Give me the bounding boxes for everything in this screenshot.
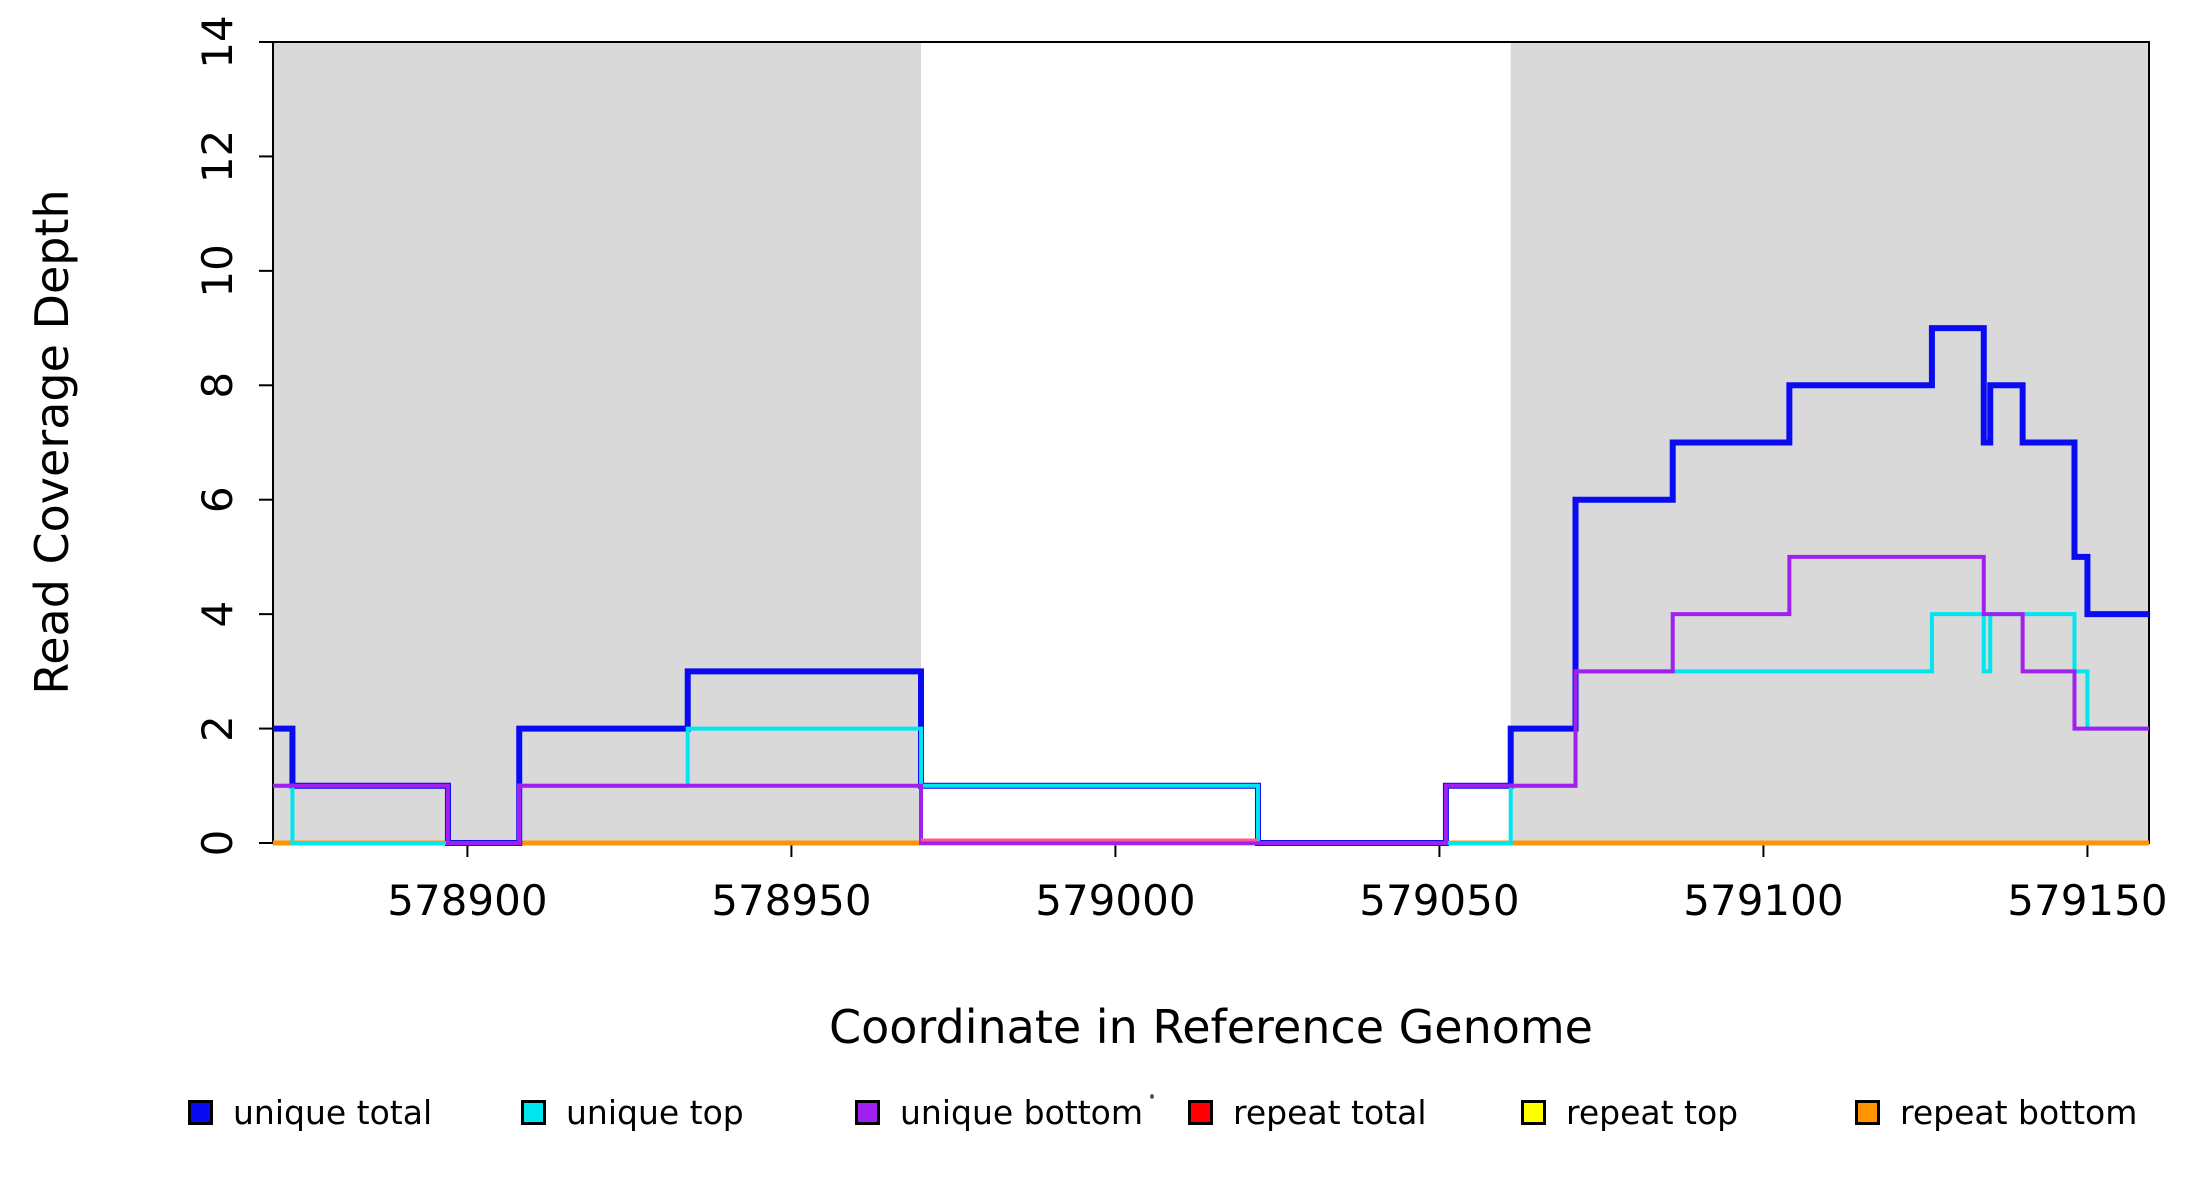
legend-swatch-unique-total bbox=[188, 1099, 213, 1125]
repeat-region-left bbox=[273, 42, 922, 843]
legend-artifact-dot bbox=[1150, 1094, 1154, 1099]
legend-swatch-repeat-top bbox=[1521, 1099, 1546, 1125]
legend-item-repeat-bottom: repeat bottom bbox=[1855, 1092, 2137, 1132]
legend-label: unique top bbox=[566, 1092, 744, 1132]
series-unique-total bbox=[273, 325, 2149, 846]
y-axis-title: Read Coverage Depth bbox=[25, 189, 79, 695]
y-tick-label: 14 bbox=[193, 15, 242, 68]
legend-label: repeat total bbox=[1233, 1092, 1427, 1132]
x-axis-title: Coordinate in Reference Genome bbox=[829, 1000, 1593, 1054]
y-tick-label: 8 bbox=[193, 372, 242, 399]
y-tick-label: 6 bbox=[193, 486, 242, 513]
legend-item-unique-top: unique top bbox=[521, 1092, 744, 1132]
y-tick-label: 2 bbox=[193, 715, 242, 742]
x-tick-label: 578900 bbox=[387, 876, 547, 925]
y-tick-label: 10 bbox=[193, 244, 242, 297]
legend-label: repeat bottom bbox=[1900, 1092, 2138, 1132]
legend-item-unique-bottom: unique bottom bbox=[855, 1092, 1143, 1132]
x-tick-label: 579150 bbox=[2007, 876, 2167, 925]
series-unique-bottom bbox=[273, 554, 2149, 845]
y-tick-label: 12 bbox=[193, 130, 242, 183]
legend-label: repeat top bbox=[1566, 1092, 1739, 1132]
legend-swatch-unique-bottom bbox=[855, 1099, 880, 1125]
legend: unique total unique top unique bottom repea… bbox=[0, 1092, 2200, 1136]
y-tick-label: 4 bbox=[193, 601, 242, 628]
legend-label: unique total bbox=[233, 1092, 433, 1132]
x-tick-label: 579050 bbox=[1359, 876, 1519, 925]
legend-item-repeat-top: repeat top bbox=[1521, 1092, 1738, 1132]
x-tick-label: 579100 bbox=[1683, 876, 1843, 925]
legend-swatch-unique-top bbox=[521, 1099, 546, 1125]
legend-item-repeat-total: repeat total bbox=[1188, 1092, 1427, 1132]
x-tick-label: 578950 bbox=[711, 876, 871, 925]
legend-label: unique bottom bbox=[900, 1092, 1144, 1132]
legend-swatch-repeat-total bbox=[1188, 1099, 1213, 1125]
x-tick-label: 579000 bbox=[1035, 876, 1195, 925]
y-tick-label: 0 bbox=[193, 830, 242, 857]
legend-swatch-repeat-bottom bbox=[1855, 1099, 1880, 1125]
legend-item-unique-total: unique total bbox=[188, 1092, 432, 1132]
